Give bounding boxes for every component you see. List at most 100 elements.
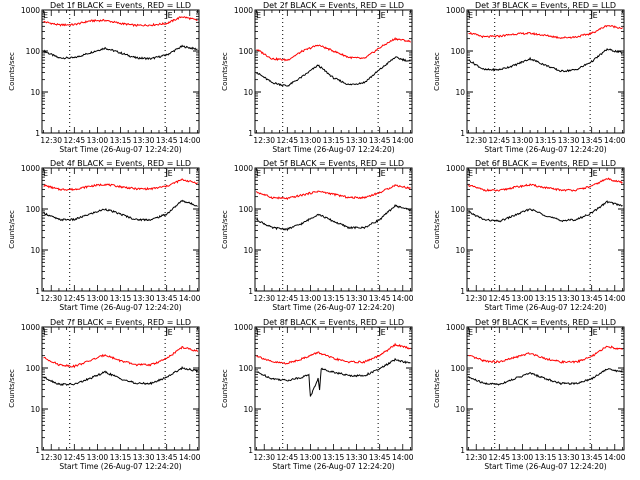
x-tick-label: 13:45 (156, 294, 178, 303)
y-tick-label: 1 (460, 129, 465, 138)
y-axis-label: Counts/sec (221, 52, 229, 91)
panel-title: Det 3f BLACK = Events, RED = LLD (475, 1, 616, 10)
event-marker-label: E (381, 11, 386, 20)
y-axis-label: Counts/sec (433, 52, 441, 91)
y-tick-label: 100 (26, 47, 41, 56)
x-tick-label: 12:30 (465, 136, 487, 145)
x-tick-label: 14:00 (179, 294, 201, 303)
y-tick-label: 100 (26, 364, 41, 373)
detector-panel-4: Det 4f BLACK = Events, RED = LLD 1 10 100 10… (8, 159, 201, 312)
panel-title: Det 5f BLACK = Events, RED = LLD (263, 159, 404, 168)
plot-frame (466, 167, 625, 292)
plot-frame (41, 326, 200, 451)
x-tick-label: 13:30 (558, 294, 580, 303)
series-line-events (468, 200, 623, 223)
y-tick-label: 10 (455, 405, 465, 414)
y-tick-label: 1000 (234, 164, 253, 173)
x-tick-label: 13:30 (346, 136, 368, 145)
panel-title: Det 7f BLACK = Events, RED = LLD (50, 318, 191, 327)
x-tick-label: 13:45 (156, 136, 178, 145)
x-tick-label: 12:30 (253, 136, 275, 145)
x-tick-label: 12:30 (253, 294, 275, 303)
y-tick-label: 100 (451, 205, 466, 214)
detector-panel-7: Det 7f BLACK = Events, RED = LLD 1 10 100 10… (8, 318, 201, 471)
x-tick-label: 12:30 (253, 453, 275, 462)
x-tick-label: 12:30 (465, 294, 487, 303)
x-tick-label: 13:30 (558, 453, 580, 462)
x-tick-label: 12:30 (465, 453, 487, 462)
y-tick-label: 100 (239, 47, 254, 56)
y-tick-label: 100 (239, 364, 254, 373)
event-marker-label: E (593, 11, 598, 20)
y-tick-label: 1000 (446, 164, 465, 173)
event-marker-label: E (381, 169, 386, 178)
y-tick-label: 100 (451, 364, 466, 373)
y-axis-label: Counts/sec (8, 52, 16, 91)
y-tick-label: 10 (243, 88, 253, 97)
y-tick-label: 1 (35, 129, 40, 138)
y-axis-label: Counts/sec (8, 369, 16, 408)
y-tick-label: 1 (35, 446, 40, 455)
event-marker-label: E (43, 328, 48, 337)
y-tick-label: 10 (30, 405, 40, 414)
detector-panel-5: Det 5f BLACK = Events, RED = LLD 1 10 100 10… (221, 159, 414, 312)
detector-panel-2: Det 2f BLACK = Events, RED = LLD 1 10 100 10… (221, 1, 414, 154)
x-tick-label: 12:45 (64, 453, 86, 462)
y-tick-label: 1 (460, 446, 465, 455)
event-marker-label: E (43, 169, 48, 178)
series-line-lld (43, 178, 198, 192)
x-tick-label: 13:00 (87, 136, 109, 145)
series-line-events (256, 203, 411, 232)
x-tick-label: 13:15 (110, 294, 132, 303)
x-tick-label: 13:00 (512, 453, 534, 462)
x-axis-label: Start Time (26-Aug-07 12:24:20) (59, 462, 181, 471)
x-tick-label: 13:00 (87, 294, 109, 303)
x-tick-label: 13:00 (300, 136, 322, 145)
series-line-lld (43, 16, 198, 28)
y-tick-label: 1000 (234, 6, 253, 15)
x-tick-label: 13:15 (535, 294, 557, 303)
x-tick-label: 12:45 (64, 294, 86, 303)
y-axis-label: Counts/sec (221, 210, 229, 249)
x-tick-label: 13:45 (581, 294, 603, 303)
x-tick-label: 12:30 (40, 136, 62, 145)
detector-panel-3: Det 3f BLACK = Events, RED = LLD 1 10 100 10… (433, 1, 626, 154)
x-tick-label: 14:00 (179, 453, 201, 462)
x-tick-label: 12:45 (489, 294, 511, 303)
y-tick-label: 100 (239, 205, 254, 214)
x-tick-label: 13:45 (369, 136, 391, 145)
event-marker-label: E (468, 169, 473, 178)
y-axis-label: Counts/sec (8, 210, 16, 249)
x-tick-label: 12:45 (489, 453, 511, 462)
y-tick-label: 10 (243, 405, 253, 414)
x-tick-label: 13:00 (300, 294, 322, 303)
x-tick-label: 12:45 (277, 136, 299, 145)
panel-title: Det 1f BLACK = Events, RED = LLD (50, 1, 191, 10)
x-tick-label: 14:00 (604, 136, 626, 145)
series-line-lld (468, 177, 623, 192)
y-axis-label: Counts/sec (221, 369, 229, 408)
y-tick-label: 10 (30, 246, 40, 255)
y-tick-label: 1000 (446, 6, 465, 15)
x-axis-label: Start Time (26-Aug-07 12:24:20) (484, 303, 606, 312)
y-axis-label: Counts/sec (433, 369, 441, 408)
event-marker-label: E (468, 328, 473, 337)
x-tick-label: 14:00 (392, 294, 414, 303)
series-line-events (468, 368, 623, 386)
x-tick-label: 13:15 (323, 294, 345, 303)
series-line-events (468, 47, 623, 73)
y-tick-label: 10 (30, 88, 40, 97)
y-tick-label: 1 (248, 446, 253, 455)
x-tick-label: 14:00 (179, 136, 201, 145)
y-tick-label: 1000 (446, 323, 465, 332)
series-line-events (43, 44, 198, 61)
x-tick-label: 13:00 (512, 294, 534, 303)
y-tick-label: 10 (243, 246, 253, 255)
x-tick-label: 13:30 (133, 136, 155, 145)
event-marker-label: E (256, 11, 261, 20)
x-tick-label: 13:30 (346, 294, 368, 303)
y-tick-label: 1 (35, 287, 40, 296)
y-tick-label: 1000 (21, 6, 40, 15)
series-line-lld (256, 342, 411, 365)
event-marker-label: E (468, 11, 473, 20)
